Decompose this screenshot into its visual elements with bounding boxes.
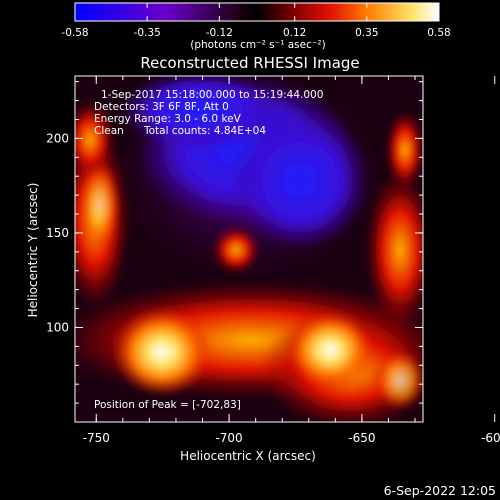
colorbar-tick-label: -0.35	[134, 27, 161, 39]
y-tick-label: 150	[46, 226, 69, 240]
colorbar-units: (photons cm⁻² s⁻¹ asec⁻²)	[190, 39, 325, 51]
colorbar-tick-label: 0.12	[283, 27, 306, 39]
colorbar-gradient	[74, 2, 440, 22]
colorbar-tick-label: -0.58	[61, 27, 88, 39]
x-tick-label: -750	[83, 431, 110, 445]
peak-position-text: Position of Peak = [-702,83]	[94, 399, 241, 411]
colorbar-tick-label: -0.12	[206, 27, 233, 39]
x-axis-label: Heliocentric X (arcsec)	[180, 449, 316, 463]
plot-frame	[74, 75, 424, 423]
x-tick-label: -600	[481, 431, 500, 445]
energy-range-text: Energy Range: 3.0 - 6.0 keV	[94, 113, 242, 125]
plot-title: Reconstructed RHESSI Image	[140, 54, 359, 72]
colorbar-tick-label: 0.35	[355, 27, 378, 39]
y-axis-ticks: 100 150 200	[46, 81, 423, 423]
total-counts-text: Total counts: 4.84E+04	[143, 125, 266, 137]
colorbar-ticks	[74, 3, 440, 21]
y-tick-label: 200	[46, 131, 69, 145]
x-tick-label: -650	[348, 431, 375, 445]
colorbar-tick-labels: -0.58 -0.35 -0.12 0.12 0.35 0.58	[61, 27, 450, 39]
colorbar-tick-label: 0.58	[427, 27, 450, 39]
detectors-text: Detectors: 3F 6F 8F, Att 0	[94, 101, 229, 113]
image-annotations: 1-Sep-2017 15:18:00.000 to 15:19:44.000 …	[94, 89, 323, 411]
footer-date: 6-Sep-2022 12:05	[384, 483, 496, 498]
algorithm-text: Clean	[94, 125, 124, 137]
y-tick-label: 100	[46, 320, 69, 334]
time-range-text: 1-Sep-2017 15:18:00.000 to 15:19:44.000	[101, 89, 323, 101]
colorbar: -0.58 -0.35 -0.12 0.12 0.35 0.58 (photons cm⁻…	[61, 2, 451, 51]
rhessi-image-map	[75, 76, 423, 422]
x-axis-ticks: -750 -700 -650 -600	[83, 76, 500, 445]
y-axis-label: Heliocentric Y (arcsec)	[26, 183, 40, 318]
x-tick-label: -700	[215, 431, 242, 445]
